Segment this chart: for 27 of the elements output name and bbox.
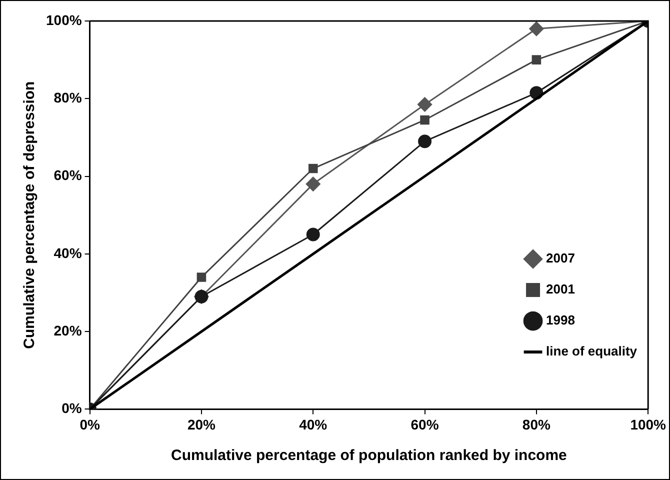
- x-tick-label: 0%: [80, 416, 100, 432]
- x-tick-label: 80%: [522, 416, 551, 432]
- point: [306, 228, 320, 242]
- point: [418, 134, 432, 148]
- legend-label: 2001: [546, 282, 575, 297]
- y-tick-label: 100%: [46, 12, 82, 28]
- y-tick-label: 40%: [54, 244, 82, 261]
- point: [196, 272, 206, 282]
- x-tick-label: 100%: [630, 416, 667, 432]
- legend-label: line of equality: [546, 344, 638, 359]
- point: [529, 22, 544, 36]
- point: [306, 176, 320, 192]
- x-axis-title: Cumulative percentage of population ranked by income: [171, 447, 567, 464]
- x-tick-label: 20%: [187, 416, 216, 432]
- point: [418, 97, 432, 112]
- legend-label: 2007: [546, 250, 575, 266]
- point: [532, 55, 542, 64]
- y-axis-title: Cumulative percentage of depression: [21, 81, 38, 349]
- y-tick-label: 60%: [54, 167, 82, 184]
- x-tick-label: 40%: [299, 416, 328, 432]
- y-tick-label: 20%: [54, 322, 82, 338]
- legend-label: 1998: [546, 312, 575, 328]
- point: [420, 115, 430, 125]
- x-tick-label: 60%: [410, 416, 440, 432]
- y-tick-label: 80%: [54, 90, 82, 106]
- point: [308, 164, 318, 174]
- y-tick-label: 0%: [62, 400, 82, 416]
